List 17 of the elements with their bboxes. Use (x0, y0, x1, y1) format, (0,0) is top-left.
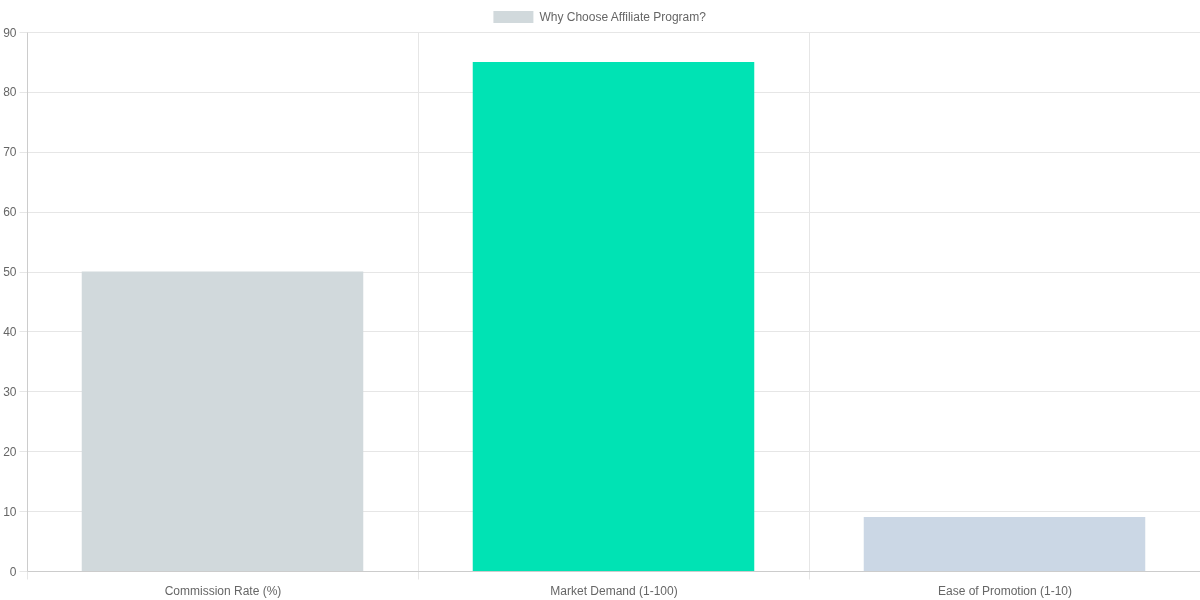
y-tick-label: 20 (3, 444, 17, 459)
y-tick-label: 50 (3, 265, 17, 280)
bar (81, 271, 364, 571)
y-tick-label: 70 (3, 145, 17, 160)
y-tick-label: 80 (3, 85, 17, 100)
y-tick-label: 90 (3, 25, 17, 40)
y-tick-label: 30 (3, 384, 17, 399)
bar (863, 517, 1146, 571)
y-tick-label: 10 (3, 504, 17, 519)
x-tick-label: Market Demand (1-100) (550, 583, 678, 598)
y-tick-label: 60 (3, 205, 17, 220)
x-tick-label: Ease of Promotion (1-10) (937, 583, 1073, 598)
bar (472, 61, 755, 571)
x-tick-label: Commission Rate (%) (164, 583, 282, 598)
y-tick-label: 0 (9, 564, 17, 579)
legend-label: Why Choose Affiliate Program? (539, 10, 707, 24)
y-tick-label: 40 (3, 324, 17, 339)
